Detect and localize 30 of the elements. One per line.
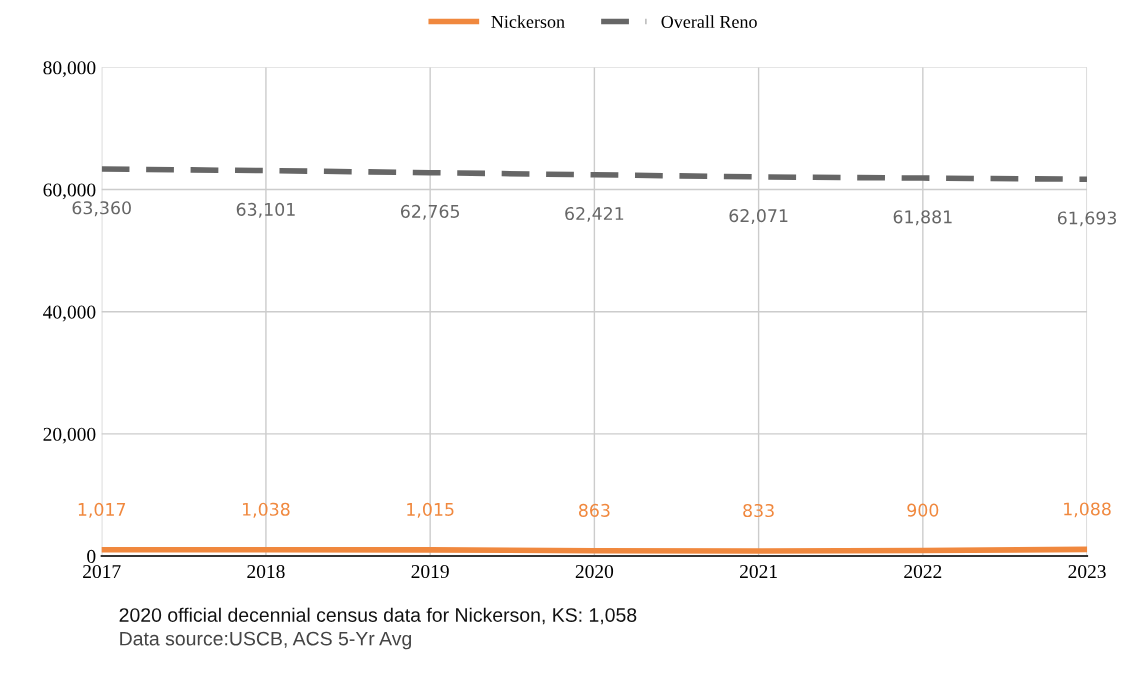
data-label: 863	[578, 503, 610, 517]
data-label: 61,693	[1057, 211, 1117, 227]
x-tick-label: 2018	[247, 564, 285, 579]
legend-label: Overall Reno	[661, 15, 757, 28]
data-label: 61,881	[893, 210, 952, 226]
data-label: 1,017	[78, 502, 126, 518]
data-label: 62,421	[565, 206, 624, 222]
data-label: 63,360	[72, 201, 131, 217]
x-tick-label: 2019	[411, 564, 449, 579]
data-label: 900	[907, 503, 939, 517]
text: 2020 official decennial census data for Nickerson, KS: 1,058	[119, 607, 637, 625]
x-tick-label: 2017	[83, 564, 121, 579]
x-tick-label: 2023	[1068, 564, 1106, 579]
y-tick-label: 20,000	[43, 427, 96, 444]
data-label: 62,071	[729, 209, 788, 224]
x-tick-label: 2021	[740, 564, 777, 579]
data-label: 1,038	[242, 502, 290, 518]
data-label: 62,765	[400, 204, 460, 220]
data-label: 1,015	[407, 502, 454, 518]
y-tick-label: 60,000	[43, 183, 96, 200]
data-label: 833	[743, 503, 774, 518]
x-tick-label: 2020	[575, 564, 614, 579]
y-tick-label: 80,000	[43, 61, 96, 78]
source-note: Data source:USCB, ACS 5-Yr Avg	[120, 631, 412, 650]
y-tick-label: 0	[87, 549, 96, 563]
legend-label: Nickerson	[491, 15, 565, 28]
data-label: 63,101	[236, 202, 295, 218]
x-tick-label: 2022	[904, 564, 942, 579]
y-tick-label: 40,000	[43, 305, 96, 322]
data-label: 1,088	[1064, 502, 1111, 518]
